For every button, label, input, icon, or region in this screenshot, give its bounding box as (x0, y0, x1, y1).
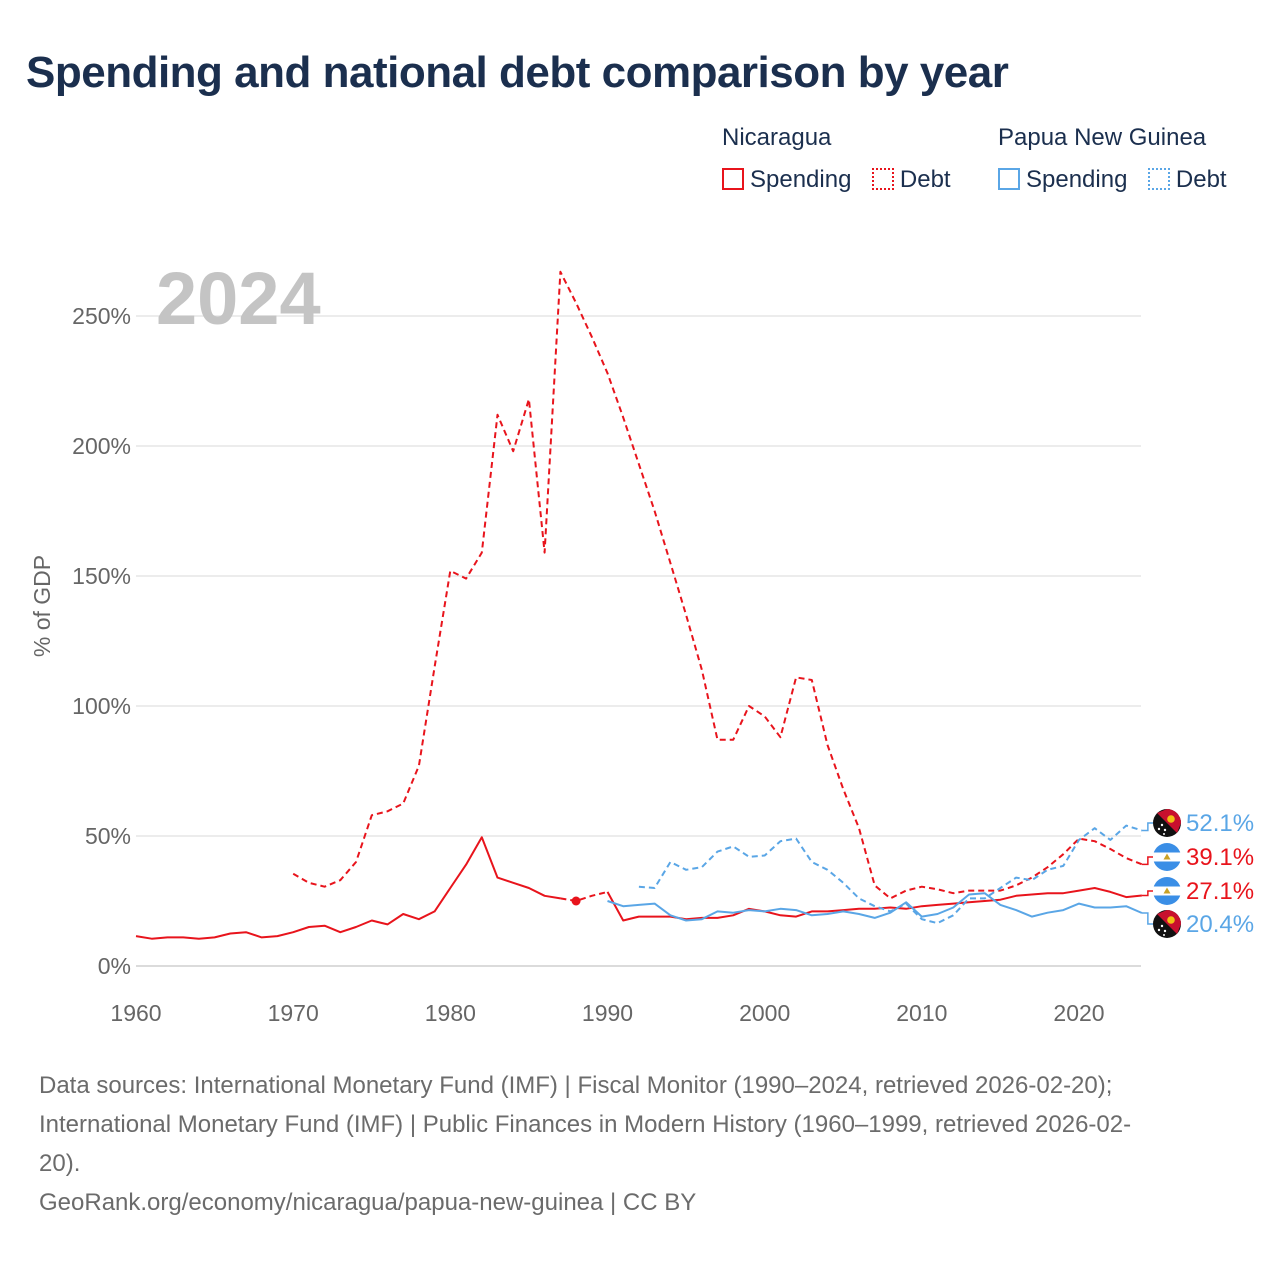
x-tick-label: 1980 (425, 1000, 476, 1026)
x-axis: 1960 1970 1980 1990 2000 2010 2020 (110, 1000, 1104, 1026)
flag-bird (1167, 815, 1175, 823)
y-tick-label: 150% (72, 563, 131, 589)
papua-new-guinea-flag-icon (1153, 910, 1181, 938)
chart-plot: 2024 % of GDP 0% 50% 100% 150% 200% 250% 1960… (29, 257, 1254, 1026)
legend-item-nicaragua-debt[interactable]: Debt (871, 166, 951, 194)
legend-swatch-solid-icon (998, 167, 1020, 190)
end-label-connector (1141, 822, 1153, 832)
x-tick-label: 2010 (896, 1000, 947, 1026)
flag-star (1163, 828, 1167, 832)
legend-swatch-dotted-icon (1147, 167, 1170, 190)
y-tick-label: 250% (72, 303, 131, 329)
flag-stripe-bottom (1153, 861, 1181, 871)
end-label-connector (1141, 912, 1153, 925)
flag-star (1157, 827, 1161, 831)
footer-source-2: International Monetary Fund (IMF) | Publ… (39, 1111, 1132, 1138)
nicaragua-flag-icon (1153, 877, 1181, 905)
flag-star (1163, 929, 1167, 933)
flag-star (1160, 924, 1164, 928)
legend-label: Debt (1175, 166, 1227, 193)
footer-source-3: 20). (39, 1150, 81, 1177)
chart-gridlines (136, 315, 1141, 967)
legend-swatch-solid-icon (722, 167, 744, 190)
x-tick-label: 1960 (110, 1000, 161, 1026)
series-line-nicaragua-spending (135, 836, 561, 940)
papua-new-guinea-flag-icon (1153, 809, 1181, 837)
y-tick-label: 200% (72, 433, 131, 459)
y-tick-label: 0% (98, 953, 131, 979)
end-labels: 52.1% 39.1% 27.1% 20.4% (1141, 809, 1254, 938)
end-label-connector (1141, 856, 1153, 866)
x-tick-label: 2020 (1053, 1000, 1104, 1026)
flag-emblem (1163, 887, 1171, 894)
flag-star (1163, 934, 1165, 936)
legend-group-name: Papua New Guinea (998, 124, 1207, 151)
legend-item-nicaragua-spending[interactable]: Spending (722, 166, 851, 194)
series-line-papua-new-guinea-debt (638, 824, 1143, 925)
legend-group-name: Nicaragua (722, 124, 832, 151)
footer-source-1: Data sources: International Monetary Fun… (39, 1072, 1113, 1099)
x-tick-label: 2000 (739, 1000, 790, 1026)
series-line-nicaragua-debt (292, 270, 1143, 900)
flag-stripe-top (1153, 877, 1181, 887)
legend-item-png-spending[interactable]: Spending (998, 166, 1127, 194)
gap-marker-point (571, 896, 581, 906)
flag-bird (1167, 916, 1175, 924)
flag-stripe-bottom (1153, 895, 1181, 905)
legend-label: Spending (750, 166, 852, 193)
legend-group-nicaragua: Nicaragua Spending Debt (722, 124, 967, 194)
legend-label: Spending (1026, 166, 1128, 193)
nicaragua-flag-icon (1153, 843, 1181, 871)
x-tick-label: 1970 (268, 1000, 319, 1026)
y-axis-label: % of GDP (29, 555, 55, 657)
series-line-nicaragua-spending-gap- (560, 890, 608, 902)
legend-swatch-dotted-icon (871, 167, 894, 190)
legend-group-papua-new-guinea: Papua New Guinea Spending Debt (998, 124, 1227, 194)
series-line-papua-new-guinea-spending (607, 892, 1143, 922)
end-value-label: 27.1% (1186, 878, 1254, 905)
end-label-connector (1141, 890, 1153, 897)
chart-title: Spending and national debt comparison by… (26, 48, 1009, 97)
series-line-nicaragua-spending-fiscal-monitor- (606, 887, 1143, 922)
footer-attribution: GeoRank.org/economy/nicaragua/papua-new-… (39, 1189, 697, 1216)
x-tick-label: 1990 (582, 1000, 633, 1026)
end-value-label: 39.1% (1186, 844, 1254, 871)
year-watermark: 2024 (156, 257, 321, 340)
y-tick-label: 100% (72, 693, 131, 719)
end-value-label: 20.4% (1186, 911, 1254, 938)
flag-stripe-top (1153, 843, 1181, 853)
end-value-label: 52.1% (1186, 810, 1254, 837)
flag-star (1163, 833, 1165, 835)
flag-star (1157, 928, 1161, 932)
footer: Data sources: International Monetary Fun… (39, 1066, 1239, 1222)
flag-emblem (1163, 853, 1171, 860)
legend-item-png-debt[interactable]: Debt (1147, 166, 1227, 194)
legend-label: Debt (899, 166, 951, 193)
y-axis: 0% 50% 100% 150% 200% 250% (72, 303, 131, 979)
series-lines (135, 270, 1143, 940)
flag-star (1160, 823, 1164, 827)
y-tick-label: 50% (85, 823, 131, 849)
